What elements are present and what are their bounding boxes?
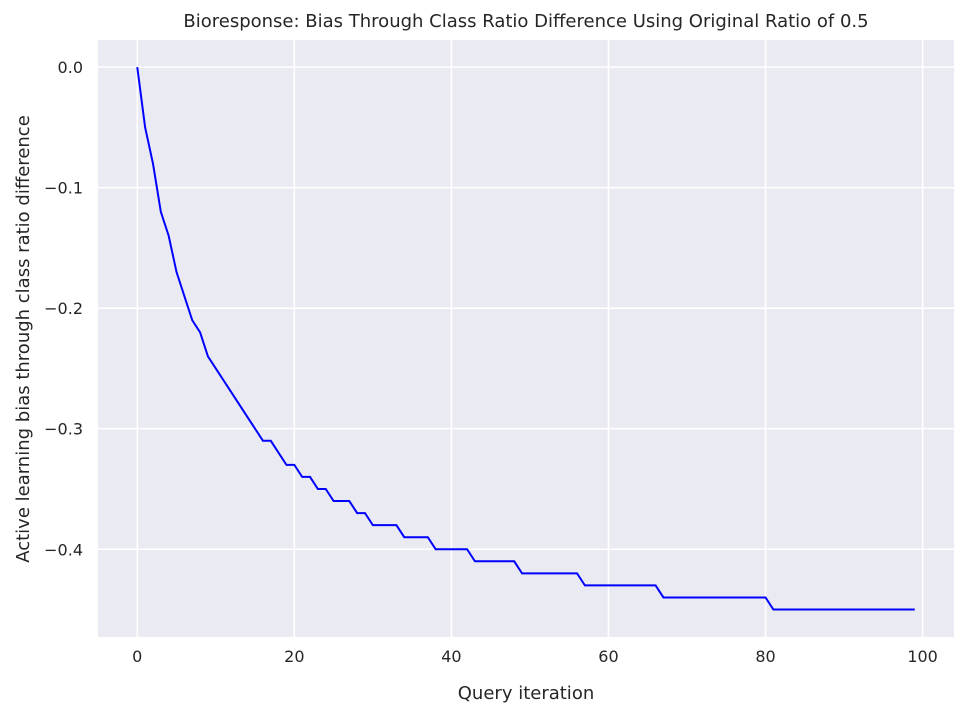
x-tick-labels: 0 20 40 60 80 100 [132, 647, 938, 666]
y-axis-label: Active learning bias through class ratio… [13, 115, 34, 563]
y-tick-labels: 0.0 −0.1 −0.2 −0.3 −0.4 [44, 58, 83, 559]
x-tick-label: 20 [284, 647, 304, 666]
chart-title: Bioresponse: Bias Through Class Ratio Di… [183, 11, 868, 32]
x-tick-label: 0 [132, 647, 142, 666]
grid [98, 40, 954, 637]
x-axis-label: Query iteration [458, 683, 594, 704]
x-tick-label: 100 [907, 647, 938, 666]
y-tick-label: −0.2 [44, 299, 83, 318]
x-tick-label: 80 [755, 647, 775, 666]
x-tick-label: 40 [441, 647, 461, 666]
plot-background [98, 40, 954, 637]
y-tick-label: −0.1 [44, 179, 83, 198]
series-line [136, 66, 915, 611]
x-tick-label: 60 [598, 647, 618, 666]
y-tick-label: −0.3 [44, 420, 83, 439]
y-tick-label: 0.0 [58, 58, 83, 77]
y-tick-label: −0.4 [44, 540, 83, 559]
